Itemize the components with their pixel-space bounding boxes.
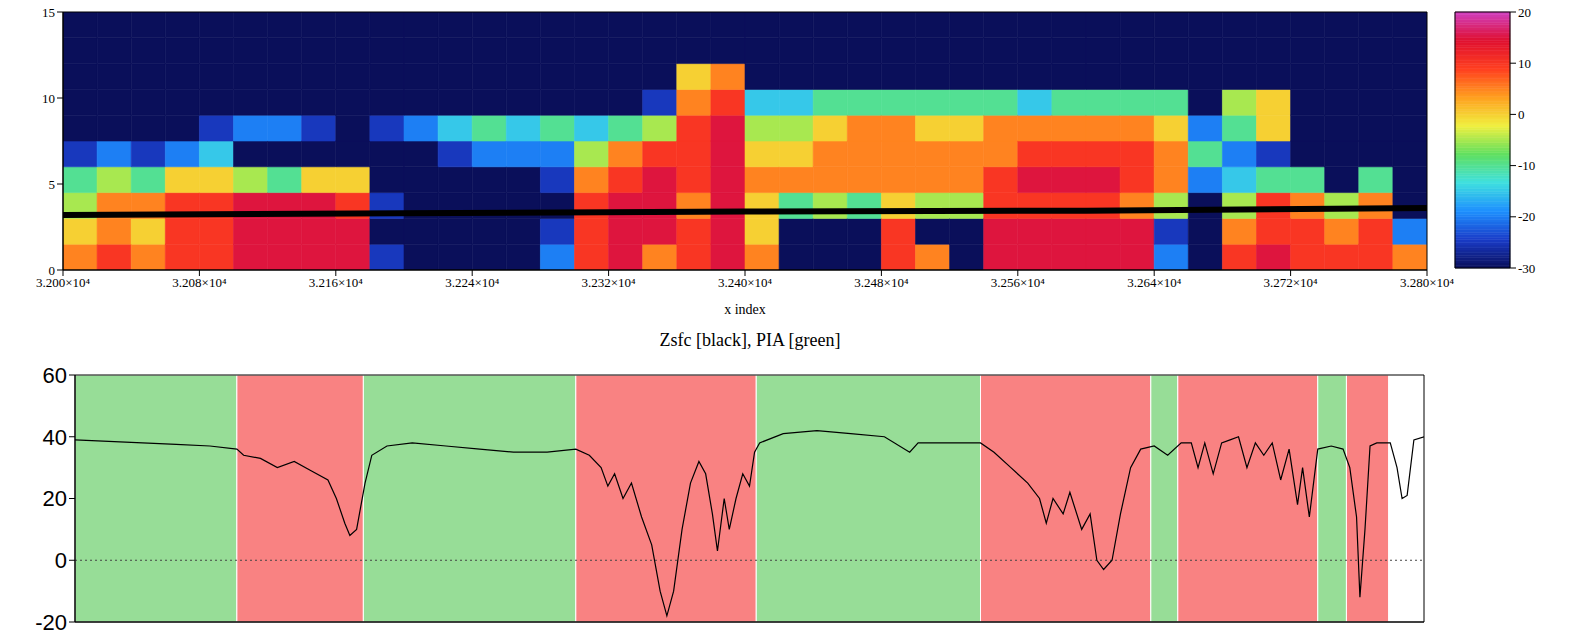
svg-text:-20: -20 bbox=[1518, 209, 1535, 224]
svg-text:20: 20 bbox=[1518, 5, 1531, 20]
svg-text:-30: -30 bbox=[1518, 261, 1535, 276]
svg-text:5: 5 bbox=[49, 177, 56, 192]
html-text:Zsfc [black], PIA [green]: Zsfc [black], PIA [green] bbox=[659, 330, 841, 350]
svg-text:40: 40 bbox=[43, 425, 67, 450]
svg-text:0: 0 bbox=[55, 548, 67, 573]
svg-text:3.224×10⁴: 3.224×10⁴ bbox=[445, 275, 500, 290]
svg-text:-10: -10 bbox=[1518, 158, 1535, 173]
svg-text:3.208×10⁴: 3.208×10⁴ bbox=[172, 275, 227, 290]
svg-text:3.256×10⁴: 3.256×10⁴ bbox=[991, 275, 1046, 290]
svg-text:10: 10 bbox=[42, 91, 55, 106]
svg-text:3.272×10⁴: 3.272×10⁴ bbox=[1264, 275, 1319, 290]
svg-text:60: 60 bbox=[43, 363, 67, 388]
svg-text:3.280×10⁴: 3.280×10⁴ bbox=[1400, 275, 1455, 290]
svg-text:0: 0 bbox=[49, 263, 56, 278]
svg-text:3.232×10⁴: 3.232×10⁴ bbox=[582, 275, 637, 290]
svg-text:3.264×10⁴: 3.264×10⁴ bbox=[1127, 275, 1182, 290]
svg-text:3.248×10⁴: 3.248×10⁴ bbox=[854, 275, 909, 290]
svg-text:3.216×10⁴: 3.216×10⁴ bbox=[309, 275, 364, 290]
svg-text:x index: x index bbox=[724, 302, 766, 317]
svg-text:20: 20 bbox=[43, 486, 67, 511]
svg-text:0: 0 bbox=[1518, 107, 1525, 122]
svg-text:-20: -20 bbox=[35, 610, 67, 635]
svg-text:15: 15 bbox=[42, 5, 55, 20]
svg-text:10: 10 bbox=[1518, 56, 1531, 71]
svg-text:3.240×10⁴: 3.240×10⁴ bbox=[718, 275, 773, 290]
svg-text:3.200×10⁴: 3.200×10⁴ bbox=[36, 275, 91, 290]
